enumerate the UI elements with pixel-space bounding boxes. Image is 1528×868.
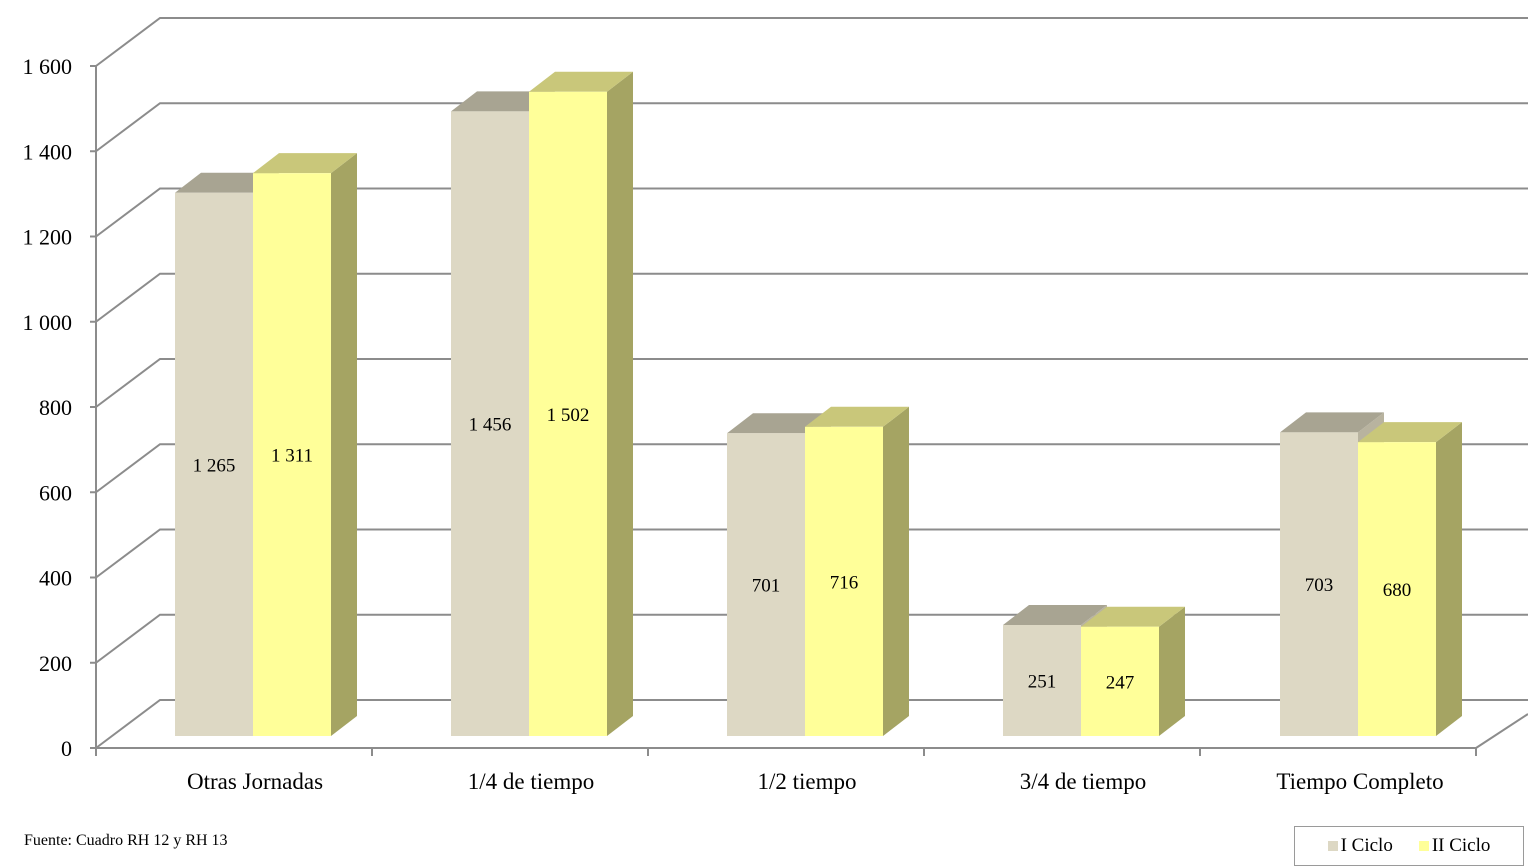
gridline-4 [95, 358, 1528, 408]
legend: I Ciclo II Ciclo [1294, 826, 1524, 866]
y-tick-label-6: 1 200 [23, 225, 73, 250]
bar-s2-c5 [1358, 442, 1436, 736]
gridline-8 [95, 17, 1528, 67]
data-label-s1-c4: 251 [1028, 672, 1057, 693]
bar-top-s1-c5 [1280, 412, 1384, 433]
data-label-s1-c1: 1 265 [193, 455, 236, 476]
bar-top-s2-c2 [529, 71, 633, 92]
legend-item-series-1: I Ciclo [1327, 835, 1393, 857]
data-label-s1-c5: 703 [1305, 575, 1334, 596]
data-label-s2-c5: 680 [1383, 580, 1412, 601]
label-layer: 1 265 1 311 1 456 1 502 701 716 251 247 703 680 [193, 405, 1412, 693]
category-label-4: 3/4 de tiempo [1020, 769, 1146, 794]
source-note: Fuente: Cuadro RH 12 y RH 13 [24, 832, 228, 849]
bar-s1-c2 [451, 111, 529, 736]
category-label-2: 1/4 de tiempo [468, 769, 594, 794]
y-tick-label-4: 800 [39, 395, 72, 420]
y-tick-label-0: 0 [61, 736, 72, 761]
data-label-s2-c4: 247 [1106, 672, 1135, 693]
bar-side-s2-c3 [883, 406, 909, 736]
bar-s1-c3 [727, 433, 805, 736]
y-tick-label-3: 600 [39, 480, 72, 505]
legend-item-series-2: II Ciclo [1418, 835, 1491, 857]
y-tick-label-8: 1 600 [23, 54, 73, 79]
bar-layer [175, 71, 1462, 736]
category-label-1: Otras Jornadas [187, 769, 323, 794]
gridline-3 [95, 443, 1528, 494]
gridline-5 [95, 272, 1528, 323]
bar-s2-c2 [529, 91, 607, 736]
bar-side-s2-c5 [1436, 422, 1462, 736]
bar-top-s2-c1 [253, 153, 357, 174]
bar-s1-c5 [1280, 432, 1358, 736]
y-tick-label-5: 1 000 [23, 310, 73, 335]
bar-top-s2-c3 [805, 406, 909, 427]
bar-s1-c4 [1003, 625, 1081, 736]
bar-top-s2-c4 [1081, 606, 1185, 627]
bar-s2-c1 [253, 173, 331, 736]
bar-side-s2-c2 [607, 71, 633, 736]
gridline-2 [95, 528, 1528, 579]
data-label-s1-c2: 1 456 [469, 415, 512, 436]
data-label-s2-c3: 716 [830, 572, 859, 593]
gridline-6 [95, 187, 1528, 238]
bar-s2-c4 [1081, 626, 1159, 736]
y-tick-label-7: 1 400 [23, 139, 73, 164]
y-tick-label-2: 400 [39, 566, 72, 591]
gridline-7 [95, 102, 1528, 153]
category-label-5: Tiempo Completo [1276, 769, 1443, 794]
floor-right-edge [1475, 713, 1528, 749]
bar-s2-c3 [805, 426, 883, 736]
bar-top-s1-c4 [1003, 605, 1107, 626]
legend-swatch-series-1 [1327, 841, 1338, 851]
data-label-s2-c1: 1 311 [271, 446, 313, 467]
legend-swatch-series-2 [1418, 841, 1429, 851]
data-label-s1-c3: 701 [752, 576, 781, 597]
bar-top-s2-c5 [1358, 422, 1462, 443]
data-label-s2-c2: 1 502 [547, 405, 590, 426]
legend-label-series-1: I Ciclo [1340, 835, 1393, 856]
y-tick-label-1: 200 [39, 651, 72, 676]
bar-side-s2-c1 [331, 153, 357, 736]
bar-s1-c1 [175, 192, 253, 736]
grid-layer [95, 17, 1528, 749]
bar-side-s2-c4 [1159, 606, 1185, 736]
axis-layer: 0 200 400 600 800 1 000 1 200 1 400 1 600 Otras J… [23, 54, 1528, 794]
category-label-3: 1/2 tiempo [757, 769, 856, 794]
legend-label-series-2: II Ciclo [1431, 835, 1491, 856]
